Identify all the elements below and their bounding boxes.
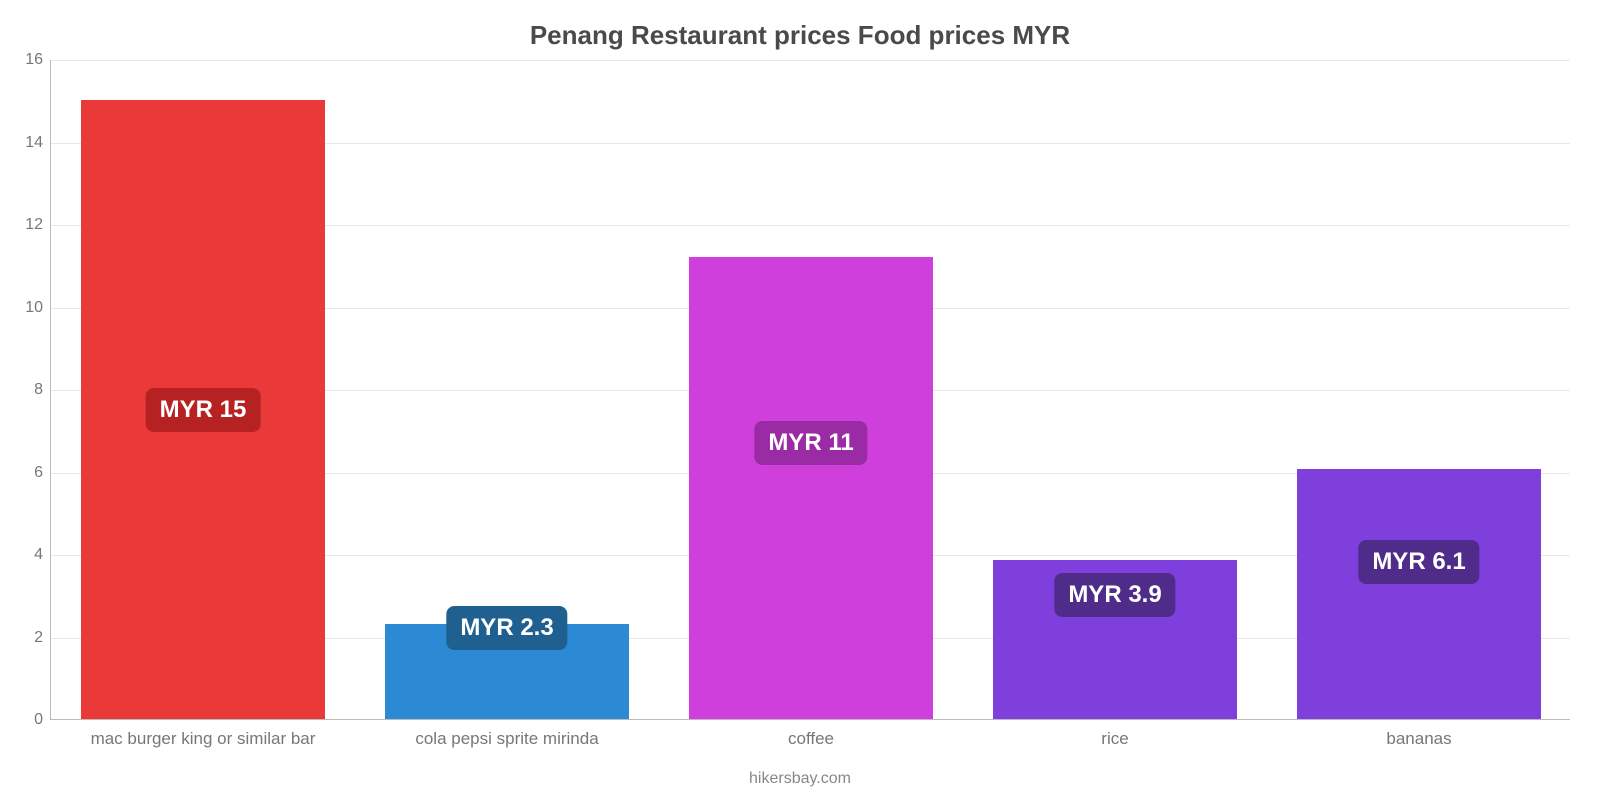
bar	[689, 257, 933, 719]
plot-area: 0246810121416mac burger king or similar …	[50, 60, 1570, 720]
y-tick-label: 8	[3, 381, 43, 399]
x-tick-label: rice	[1101, 729, 1128, 749]
y-tick-label: 10	[3, 299, 43, 317]
value-badge: MYR 3.9	[1054, 573, 1175, 617]
value-badge: MYR 15	[146, 388, 261, 432]
source-label: hikersbay.com	[0, 770, 1600, 788]
y-tick-label: 6	[3, 464, 43, 482]
y-tick-label: 14	[3, 134, 43, 152]
y-tick-label: 0	[3, 711, 43, 729]
bar	[1297, 469, 1541, 719]
gridline	[51, 60, 1570, 61]
x-tick-label: mac burger king or similar bar	[91, 729, 316, 749]
y-tick-label: 4	[3, 546, 43, 564]
value-badge: MYR 2.3	[446, 606, 567, 650]
x-tick-label: cola pepsi sprite mirinda	[415, 729, 598, 749]
x-tick-label: bananas	[1386, 729, 1451, 749]
y-tick-label: 12	[3, 216, 43, 234]
y-tick-label: 16	[3, 51, 43, 69]
value-badge: MYR 11	[754, 421, 867, 465]
chart-container: Penang Restaurant prices Food prices MYR…	[0, 0, 1600, 800]
chart-title: Penang Restaurant prices Food prices MYR	[0, 20, 1600, 51]
x-tick-label: coffee	[788, 729, 834, 749]
y-tick-label: 2	[3, 629, 43, 647]
value-badge: MYR 6.1	[1358, 540, 1479, 584]
